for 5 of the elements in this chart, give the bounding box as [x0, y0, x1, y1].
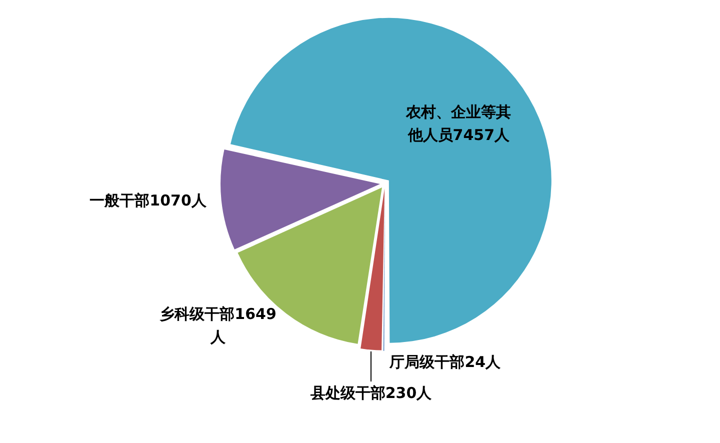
- slice-label: 农村、企业等其他人员7457人: [405, 102, 512, 144]
- slice-label: 县处级干部230人: [309, 384, 433, 402]
- slice-label: 乡科级干部1649人: [160, 304, 276, 346]
- slice-label: 厅局级干部24人: [388, 352, 502, 371]
- slice-label: 一般干部1070人: [90, 192, 208, 210]
